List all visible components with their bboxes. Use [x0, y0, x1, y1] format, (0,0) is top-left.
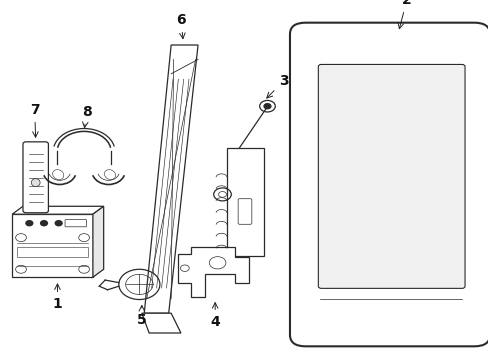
FancyBboxPatch shape: [23, 142, 48, 213]
Circle shape: [41, 221, 47, 226]
FancyBboxPatch shape: [17, 247, 88, 257]
Ellipse shape: [31, 179, 40, 186]
Text: 1: 1: [53, 284, 62, 311]
FancyBboxPatch shape: [238, 199, 251, 224]
Text: 7: 7: [30, 103, 40, 137]
Text: 6: 6: [176, 13, 185, 39]
FancyBboxPatch shape: [227, 148, 264, 256]
FancyBboxPatch shape: [65, 220, 86, 227]
Polygon shape: [12, 214, 93, 277]
Polygon shape: [93, 206, 103, 277]
Text: 8: 8: [81, 105, 91, 127]
Polygon shape: [142, 313, 181, 333]
Text: 2: 2: [397, 0, 411, 29]
FancyBboxPatch shape: [289, 23, 488, 346]
Polygon shape: [12, 206, 103, 214]
Text: 3: 3: [266, 74, 288, 98]
Text: 4: 4: [210, 303, 220, 329]
Circle shape: [55, 221, 62, 226]
Polygon shape: [144, 45, 198, 313]
Text: 5: 5: [137, 306, 146, 327]
FancyBboxPatch shape: [318, 64, 464, 288]
Circle shape: [26, 221, 33, 226]
Polygon shape: [178, 247, 249, 297]
Circle shape: [264, 104, 270, 109]
